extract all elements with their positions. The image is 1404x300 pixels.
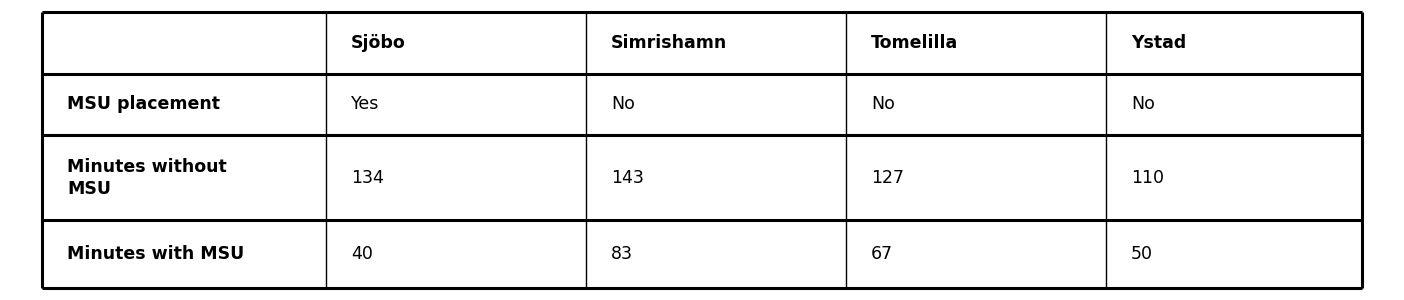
Text: No: No [870,95,894,113]
Text: MSU placement: MSU placement [67,95,220,113]
Text: No: No [611,95,635,113]
Text: 143: 143 [611,169,644,187]
Text: Simrishamn: Simrishamn [611,34,727,52]
Text: Minutes without
MSU: Minutes without MSU [67,158,227,198]
Text: No: No [1132,95,1155,113]
Text: 110: 110 [1132,169,1164,187]
Text: 83: 83 [611,245,633,263]
Text: 134: 134 [351,169,385,187]
Text: 67: 67 [870,245,893,263]
Text: Ystad: Ystad [1132,34,1186,52]
Text: Sjöbo: Sjöbo [351,34,406,52]
Text: Yes: Yes [351,95,379,113]
Text: 127: 127 [870,169,904,187]
Text: 40: 40 [351,245,373,263]
Text: 50: 50 [1132,245,1153,263]
Text: Tomelilla: Tomelilla [870,34,959,52]
Text: Minutes with MSU: Minutes with MSU [67,245,244,263]
